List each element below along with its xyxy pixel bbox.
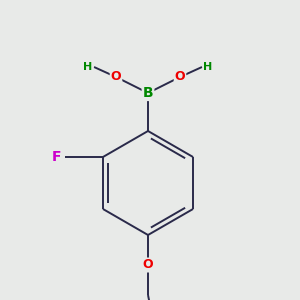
Text: B: B bbox=[143, 86, 153, 100]
Text: H: H bbox=[203, 62, 213, 72]
Text: O: O bbox=[175, 70, 185, 83]
Text: H: H bbox=[83, 62, 93, 72]
Text: O: O bbox=[143, 259, 153, 272]
Text: F: F bbox=[52, 150, 62, 164]
Text: O: O bbox=[111, 70, 121, 83]
